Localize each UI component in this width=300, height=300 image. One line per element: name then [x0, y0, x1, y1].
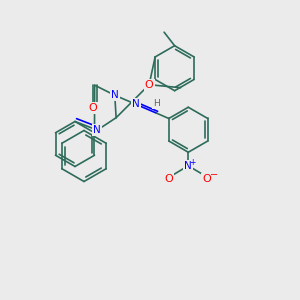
Text: H: H [153, 99, 160, 108]
Text: N: N [94, 125, 101, 135]
Text: O: O [145, 80, 154, 90]
Text: N: N [111, 90, 118, 100]
Text: −: − [210, 170, 218, 180]
Text: O: O [164, 174, 173, 184]
Text: N: N [132, 99, 140, 109]
Text: O: O [202, 174, 211, 184]
Text: O: O [89, 103, 98, 113]
Text: +: + [190, 158, 196, 166]
Text: N: N [184, 161, 192, 171]
